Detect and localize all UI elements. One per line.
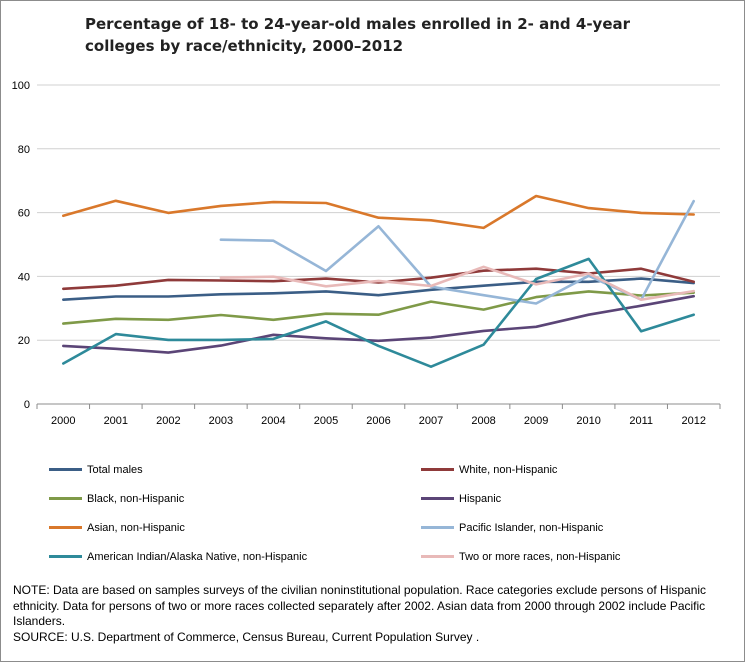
legend-label: American Indian/Alaska Native, non-Hispa… bbox=[87, 551, 308, 563]
y-tick-label: 100 bbox=[12, 80, 30, 92]
x-tick-label: 2009 bbox=[524, 415, 548, 427]
legend-swatch bbox=[421, 525, 454, 529]
legend-item: American Indian/Alaska Native, non-Hispa… bbox=[49, 550, 307, 564]
legend-label: Black, non-Hispanic bbox=[87, 493, 185, 505]
legend-label: Asian, non-Hispanic bbox=[87, 522, 185, 534]
legend-swatch bbox=[421, 554, 454, 558]
legend-item: Black, non-Hispanic bbox=[49, 492, 184, 506]
x-tick-label: 2005 bbox=[314, 415, 338, 427]
series-line-hispanic bbox=[61, 294, 696, 354]
legend-item: Total males bbox=[49, 463, 143, 477]
x-tick-label: 2007 bbox=[419, 415, 443, 427]
y-tick-label: 0 bbox=[24, 399, 30, 411]
chart-title: Percentage of 18- to 24-year-old males e… bbox=[85, 15, 631, 55]
x-tick-label: 2001 bbox=[104, 415, 128, 427]
legend-label: Pacific Islander, non-Hispanic bbox=[459, 522, 604, 534]
y-tick-label: 20 bbox=[18, 335, 30, 347]
legend: Total males White, non-Hispanic Black, non… bbox=[49, 461, 729, 571]
footnote: NOTE: Data are based on samples surveys … bbox=[13, 583, 738, 645]
y-tick-label: 80 bbox=[18, 144, 30, 156]
y-tick-label: 60 bbox=[18, 208, 30, 220]
legend-swatch bbox=[49, 496, 82, 500]
legend-label: Two or more races, non-Hispanic bbox=[459, 551, 621, 563]
x-tick-label: 2012 bbox=[681, 415, 705, 427]
x-tick-label: 2008 bbox=[471, 415, 495, 427]
series-line-total-males bbox=[61, 277, 696, 302]
x-tick-label: 2000 bbox=[51, 415, 75, 427]
legend-item: Pacific Islander, non-Hispanic bbox=[421, 521, 603, 535]
x-tick-label: 2004 bbox=[261, 415, 285, 427]
legend-swatch bbox=[421, 496, 454, 500]
note-text: NOTE: Data are based on samples surveys … bbox=[13, 583, 707, 628]
series-line-asian-non-hispanic bbox=[61, 194, 696, 230]
legend-item: Asian, non-Hispanic bbox=[49, 521, 185, 535]
legend-label: Total males bbox=[87, 464, 143, 476]
series-line-two-or-more-races-non-hispanic bbox=[219, 265, 696, 302]
legend-item: Two or more races, non-Hispanic bbox=[421, 550, 620, 564]
legend-swatch bbox=[49, 525, 82, 529]
line-chart: 0 20 40 60 80 100 2000 2001 2002 2003 2004 2005 2006… bbox=[12, 80, 721, 427]
legend-label: Hispanic bbox=[459, 493, 502, 505]
legend-item: Hispanic bbox=[421, 492, 501, 506]
legend-item: White, non-Hispanic bbox=[421, 463, 557, 477]
legend-swatch bbox=[49, 554, 82, 558]
x-tick-label: 2003 bbox=[209, 415, 233, 427]
legend-swatch bbox=[49, 467, 82, 471]
legend-label: White, non-Hispanic bbox=[459, 464, 558, 476]
source-text: SOURCE: U.S. Department of Commerce, Cen… bbox=[13, 629, 480, 644]
x-tick-label: 2010 bbox=[576, 415, 600, 427]
y-tick-label: 40 bbox=[18, 271, 30, 283]
x-tick-label: 2011 bbox=[629, 415, 653, 427]
x-tick-label: 2006 bbox=[366, 415, 390, 427]
legend-swatch bbox=[421, 467, 454, 471]
series-line-american-indian-alaska-native-non-hispanic bbox=[61, 257, 696, 369]
series-line-black-non-hispanic bbox=[61, 290, 696, 325]
x-tick-label: 2002 bbox=[156, 415, 180, 427]
